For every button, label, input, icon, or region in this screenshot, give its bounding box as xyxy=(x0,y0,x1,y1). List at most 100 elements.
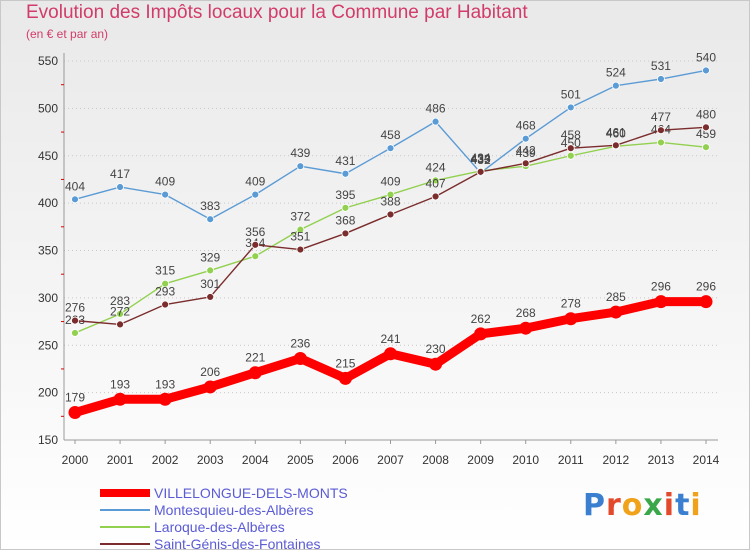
data-label: 283 xyxy=(110,294,130,308)
x-tick-label: 2001 xyxy=(107,453,134,467)
data-point xyxy=(566,144,575,153)
data-point xyxy=(161,300,170,309)
data-label: 236 xyxy=(290,337,310,351)
data-point xyxy=(702,143,710,152)
x-tick-label: 2010 xyxy=(512,453,539,467)
data-point xyxy=(521,159,530,168)
data-point xyxy=(296,162,305,171)
data-label: 268 xyxy=(516,306,536,320)
x-tick-label: 2009 xyxy=(467,453,494,467)
data-label: 285 xyxy=(606,290,626,304)
legend-item: Saint-Génis-des-Fontaines xyxy=(100,535,348,552)
data-label: 458 xyxy=(561,128,581,142)
legend-swatch xyxy=(100,488,150,497)
data-label: 296 xyxy=(651,280,671,294)
data-label: 458 xyxy=(380,128,400,142)
legend-swatch xyxy=(100,508,150,511)
series-2: 2632833153293443723954094244344394504604… xyxy=(65,122,716,337)
data-label: 424 xyxy=(426,160,446,174)
logo-letter: t xyxy=(675,488,691,523)
y-tick-label: 350 xyxy=(38,244,58,258)
x-tick-label: 2013 xyxy=(648,453,675,467)
data-point xyxy=(116,320,124,329)
data-label: 450 xyxy=(561,136,581,150)
legend-swatch xyxy=(100,542,150,545)
y-tick-label: 500 xyxy=(38,101,58,115)
data-label: 480 xyxy=(696,107,716,121)
logo-letter: o xyxy=(621,488,644,523)
proxiti-logo: Proxiti xyxy=(583,488,702,523)
data-point xyxy=(384,347,397,361)
data-label: 434 xyxy=(471,151,491,165)
data-label: 468 xyxy=(516,119,536,133)
y-tick-label: 300 xyxy=(38,291,58,305)
data-point xyxy=(386,190,395,199)
data-label: 432 xyxy=(471,153,491,167)
data-label: 215 xyxy=(335,356,355,370)
x-tick-label: 2006 xyxy=(332,453,359,467)
data-point xyxy=(116,310,124,318)
data-point xyxy=(431,117,440,126)
data-label: 404 xyxy=(65,179,85,193)
data-point xyxy=(609,305,623,319)
y-tick-label: 250 xyxy=(38,338,58,352)
data-label: 276 xyxy=(65,301,85,315)
data-point xyxy=(386,210,395,219)
data-label: 439 xyxy=(516,146,536,160)
data-label: 206 xyxy=(200,365,220,379)
x-tick-label: 2007 xyxy=(377,453,404,467)
data-point xyxy=(521,134,530,143)
data-label: 241 xyxy=(380,332,400,346)
chart-legend: VILLELONGUE-DELS-MONTS Montesquieu-des-Al… xyxy=(100,484,348,552)
data-point xyxy=(161,190,170,199)
data-point xyxy=(699,295,713,309)
data-label: 486 xyxy=(426,102,446,116)
data-label: 395 xyxy=(335,188,355,202)
data-label: 351 xyxy=(290,230,310,244)
data-label: 179 xyxy=(65,391,85,405)
logo-letter: r xyxy=(606,488,622,523)
data-point xyxy=(657,75,665,83)
logo-letter: x xyxy=(643,488,664,523)
x-tick-label: 2002 xyxy=(152,453,179,467)
data-point xyxy=(203,380,217,394)
legend-item: Montesquieu-des-Albères xyxy=(100,501,348,518)
x-tick-label: 2012 xyxy=(603,453,630,467)
data-label: 193 xyxy=(155,377,175,391)
y-tick-label: 400 xyxy=(38,196,58,210)
data-label: 383 xyxy=(200,199,220,213)
legend-item: Laroque-des-Albères xyxy=(100,518,348,535)
data-label: 388 xyxy=(380,194,400,208)
data-point xyxy=(248,366,262,380)
logo-letter: P xyxy=(583,488,606,523)
data-label: 293 xyxy=(155,285,175,299)
data-point xyxy=(338,371,352,385)
data-point xyxy=(657,138,665,147)
data-point xyxy=(657,126,665,135)
data-point xyxy=(611,141,620,150)
data-label: 315 xyxy=(155,264,175,278)
chart-subtitle: (en € et par an) xyxy=(26,27,109,41)
data-label: 477 xyxy=(651,110,671,124)
legend-label: Saint-Génis-des-Fontaines xyxy=(154,535,321,552)
data-label: 459 xyxy=(696,127,716,141)
legend-label: VILLELONGUE-DELS-MONTS xyxy=(154,484,348,501)
data-point xyxy=(341,229,350,238)
data-point xyxy=(206,266,215,275)
data-label: 540 xyxy=(696,50,716,64)
data-point xyxy=(71,316,79,325)
data-label: 409 xyxy=(380,175,400,189)
data-point xyxy=(251,252,260,261)
data-label: 368 xyxy=(335,213,355,227)
y-tick-label: 550 xyxy=(38,54,58,68)
data-point xyxy=(293,352,307,366)
data-label: 193 xyxy=(110,377,130,391)
data-point xyxy=(341,169,350,178)
data-label: 262 xyxy=(471,312,491,326)
x-tick-label: 2005 xyxy=(287,453,314,467)
data-label: 329 xyxy=(200,250,220,264)
series-0: 179 193 193 206 221 236 215 241 230 262 268 278 285 2… xyxy=(65,280,716,420)
data-point xyxy=(161,279,170,288)
